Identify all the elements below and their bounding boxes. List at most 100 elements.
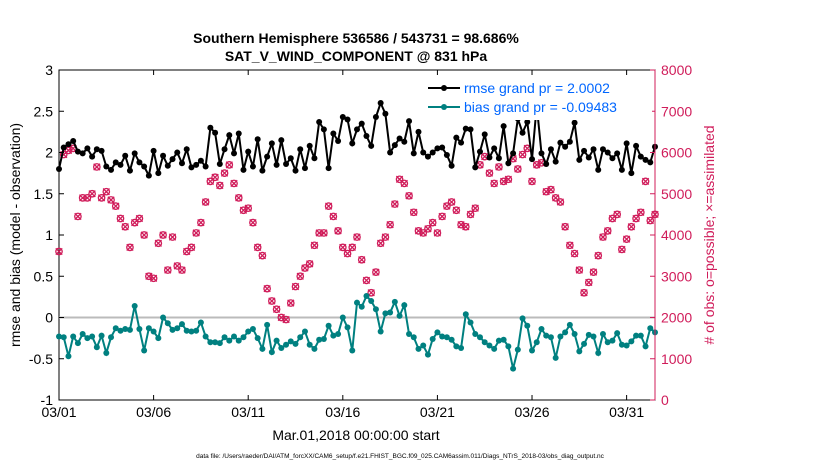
obs-count-point — [154, 239, 163, 248]
obs-count-point — [343, 249, 352, 258]
obs-assimilated-marker — [216, 181, 224, 190]
obs-possible-marker — [291, 282, 300, 291]
rmse-point — [320, 126, 327, 133]
bias-point — [70, 333, 77, 340]
bias-point — [103, 349, 110, 356]
obs-assimilated-marker — [589, 268, 598, 276]
bias-point — [462, 311, 469, 318]
bias-point — [372, 306, 379, 313]
obs-count-point — [329, 212, 338, 221]
bias-point — [538, 326, 545, 333]
bias-point — [150, 328, 157, 335]
rmse-point — [424, 153, 431, 160]
rmse-point — [145, 172, 152, 179]
obs-possible-marker — [92, 163, 101, 171]
obs-assimilated-marker — [339, 243, 347, 252]
obs-possible-marker — [116, 214, 125, 223]
obs-possible-marker — [490, 179, 499, 188]
rmse-point — [283, 161, 290, 168]
rmse-point — [268, 140, 275, 147]
rmse-point — [538, 150, 545, 157]
rmse-point — [585, 154, 592, 161]
obs-possible-marker — [88, 189, 96, 198]
bias-point — [160, 314, 167, 321]
obs-possible-marker — [126, 243, 134, 252]
obs-possible-marker — [447, 198, 456, 206]
rmse-point — [98, 147, 105, 154]
bias-point — [623, 342, 630, 349]
bias-point — [434, 329, 441, 336]
rmse-point — [434, 145, 441, 152]
obs-assimilated-marker — [107, 196, 115, 204]
obs-possible-marker — [83, 194, 92, 202]
rmse-point — [562, 143, 569, 150]
bias-point — [604, 339, 611, 346]
rmse-point — [604, 149, 611, 156]
obs-assimilated-marker — [135, 214, 144, 223]
obs-possible-marker — [253, 243, 262, 252]
bias-point — [344, 324, 351, 331]
obs-possible-marker — [107, 196, 115, 204]
obs-assimilated-marker — [102, 188, 110, 196]
obs-assimilated-marker — [429, 218, 437, 227]
bias-point — [590, 333, 597, 340]
rmse-point — [174, 149, 181, 156]
bias-point — [155, 335, 162, 342]
obs-assimilated-marker — [646, 216, 654, 225]
obs-possible-marker — [55, 247, 63, 256]
obs-assimilated-marker — [372, 268, 380, 276]
bias-point — [429, 335, 436, 342]
obs-possible-marker — [135, 214, 144, 223]
bias-point — [396, 312, 403, 319]
rmse-point — [65, 141, 72, 148]
obs-count-point — [121, 222, 130, 231]
obs-assimilated-marker — [462, 223, 470, 231]
rmse-point — [249, 163, 256, 170]
obs-possible-marker — [305, 260, 314, 268]
y-right-tick-label: 7000 — [661, 103, 692, 119]
chart-title-line1: Southern Hemisphere 536586 / 543731 = 98… — [193, 30, 519, 46]
obs-assimilated-marker — [386, 221, 394, 229]
obs-assimilated-marker — [320, 229, 328, 237]
obs-assimilated-marker — [599, 233, 607, 241]
obs-assimilated-marker — [405, 192, 413, 200]
obs-count-point — [490, 179, 499, 188]
x-tick-label: 03/01 — [41, 404, 76, 420]
rmse-point — [581, 147, 588, 154]
rmse-point — [642, 156, 649, 163]
obs-count-point — [140, 231, 148, 239]
rmse-point — [122, 152, 129, 159]
obs-assimilated-marker — [74, 212, 82, 221]
y-right-tick-label: 6000 — [661, 145, 692, 161]
obs-count-point — [594, 251, 603, 260]
obs-count-point — [305, 260, 314, 268]
obs-count-point — [632, 214, 640, 223]
obs-possible-marker — [201, 198, 210, 206]
rmse-point — [637, 153, 644, 160]
obs-count-point — [310, 241, 319, 250]
obs-assimilated-marker — [306, 260, 314, 268]
rmse-point — [566, 138, 573, 145]
rmse-point — [609, 155, 616, 162]
bias-point — [79, 331, 86, 337]
bias-point — [216, 340, 223, 347]
obs-assimilated-marker — [230, 179, 238, 188]
obs-possible-marker — [197, 218, 205, 227]
obs-assimilated-marker — [514, 165, 522, 173]
bias-point — [628, 338, 635, 345]
bias-point — [424, 351, 431, 358]
rmse-point — [335, 137, 342, 144]
rmse-point — [60, 144, 67, 151]
bias-point — [618, 341, 625, 348]
rmse-point — [117, 161, 124, 168]
obs-assimilated-marker — [627, 223, 636, 231]
bias-point — [108, 334, 115, 341]
obs-assimilated-marker — [622, 235, 631, 243]
bias-point — [495, 337, 502, 344]
rmse-point — [467, 126, 474, 133]
obs-possible-marker — [561, 222, 569, 231]
bias-point — [164, 320, 171, 327]
bias-point — [633, 332, 640, 339]
obs-possible-marker — [603, 227, 612, 235]
rmse-point — [221, 146, 228, 153]
